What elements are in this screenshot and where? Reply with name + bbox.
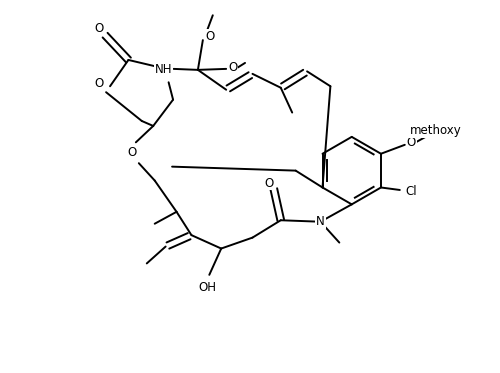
Text: O: O [206,29,215,43]
Text: O: O [94,77,104,90]
Text: NH: NH [155,63,172,76]
Text: Cl: Cl [405,185,416,198]
Text: methoxy: methoxy [410,125,462,137]
Text: O: O [228,62,237,74]
Text: O: O [94,22,104,35]
Text: O: O [128,146,137,159]
Text: OH: OH [199,281,217,294]
Text: O: O [264,176,274,189]
Text: O: O [406,136,416,149]
Text: N: N [316,215,325,228]
